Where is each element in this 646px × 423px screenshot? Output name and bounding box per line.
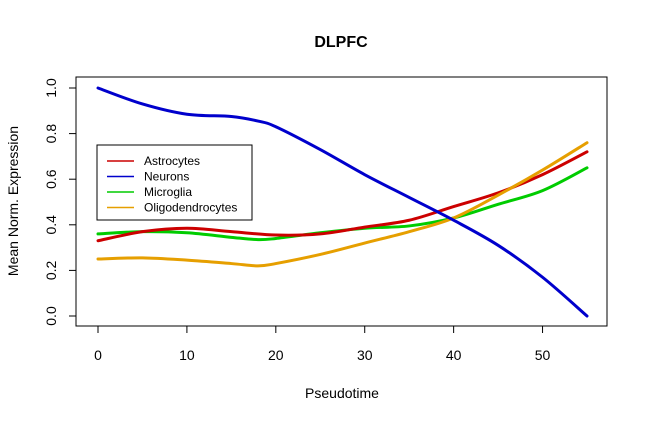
x-tick-label: 50 [535,347,551,363]
y-tick-label: 1.0 [43,78,59,98]
y-tick-label: 0.4 [43,215,59,235]
y-tick-label: 0.0 [43,306,59,326]
y-axis: 0.0 0.2 0.4 0.6 0.8 1.0 [43,78,77,326]
legend-label-oligodendrocytes: Oligodendrocytes [144,201,237,215]
x-tick-label: 0 [94,347,102,363]
y-tick-label: 0.6 [43,169,59,189]
legend-label-microglia: Microglia [144,185,192,199]
x-tick-label: 10 [179,347,195,363]
legend-label-astrocytes: Astrocytes [144,154,200,168]
x-axis-label: Pseudotime [305,385,379,401]
chart-title: DLPFC [314,34,368,51]
y-tick-label: 0.8 [43,124,59,144]
series-line-neurons [96,86,589,318]
y-tick-label: 0.2 [43,260,59,280]
x-axis: 0 10 20 30 40 50 [94,325,551,363]
x-tick-label: 30 [357,347,373,363]
y-axis-label: Mean Norm. Expression [5,126,21,276]
x-tick-label: 20 [268,347,284,363]
x-tick-label: 40 [446,347,462,363]
legend-label-neurons: Neurons [144,170,189,184]
series-line-oligodendrocytes [96,141,589,268]
series-layer [96,86,589,318]
